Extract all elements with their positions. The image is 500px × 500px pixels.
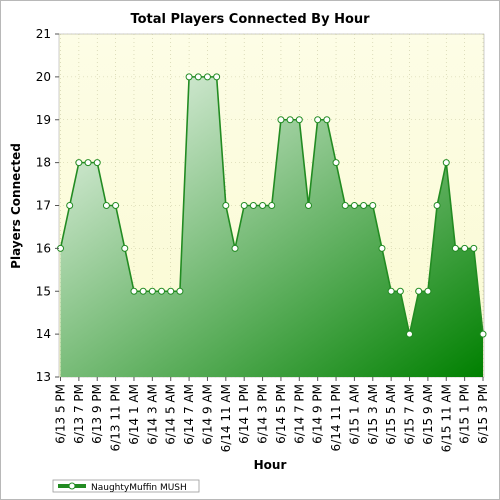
data-point <box>66 202 74 209</box>
y-axis-title: Players Connected <box>9 143 23 269</box>
data-point <box>213 73 221 81</box>
data-point <box>350 202 358 209</box>
data-point <box>75 159 83 167</box>
data-point <box>396 287 404 295</box>
x-tick-label: 6/14 1 AM <box>127 384 141 445</box>
x-tick-label: 6/13 7 PM <box>72 384 86 444</box>
x-tick-label: 6/14 3 AM <box>145 384 159 445</box>
y-tick-label: 15 <box>36 284 51 298</box>
data-point <box>323 116 331 124</box>
x-tick-label: 6/14 1 PM <box>237 384 251 444</box>
data-point <box>185 73 193 81</box>
legend-swatch-marker <box>68 482 76 490</box>
data-point <box>194 73 202 81</box>
legend-box <box>52 479 200 493</box>
y-tick-label: 14 <box>36 327 51 341</box>
data-point <box>148 287 156 295</box>
data-point <box>167 287 175 295</box>
x-tick-label: 6/15 3 PM <box>476 384 490 444</box>
data-point <box>277 116 285 124</box>
x-tick-label: 6/15 1 AM <box>347 384 361 445</box>
data-point <box>369 202 377 209</box>
chart-title: Total Players Connected By Hour <box>130 12 370 27</box>
x-tick-label: 6/14 9 PM <box>311 384 325 444</box>
x-axis-ticks: 6/13 5 PM 6/13 7 PM 6/13 9 PM 6/13 11 PM 6/1… <box>54 377 490 452</box>
x-tick-label: 6/15 1 PM <box>458 384 472 444</box>
data-point <box>176 287 184 295</box>
data-point <box>479 330 487 338</box>
x-tick-label: 6/14 11 AM <box>219 384 233 452</box>
x-tick-label: 6/14 11 PM <box>329 384 343 451</box>
data-point <box>360 202 368 209</box>
data-point <box>139 287 147 295</box>
data-point <box>268 202 276 209</box>
data-point <box>286 116 294 124</box>
x-tick-label: 6/13 9 PM <box>90 384 104 444</box>
y-tick-label: 13 <box>36 370 51 384</box>
data-point <box>451 244 459 252</box>
x-tick-label: 6/15 3 AM <box>366 384 380 445</box>
legend-label: NaughtyMuffin MUSH <box>91 483 187 493</box>
x-tick-label: 6/14 7 PM <box>292 384 306 444</box>
series-area-fill <box>60 76 483 377</box>
y-tick-label: 20 <box>36 70 51 84</box>
data-point <box>295 116 303 124</box>
y-tick-label: 18 <box>36 156 51 170</box>
data-point <box>424 287 432 295</box>
data-point <box>433 202 441 209</box>
series-points <box>57 73 487 338</box>
data-point <box>240 202 248 209</box>
x-axis-title: Hour <box>254 458 287 472</box>
data-point <box>249 202 257 209</box>
data-point <box>341 202 349 209</box>
x-tick-label: 6/14 5 AM <box>164 384 178 445</box>
data-point <box>102 202 110 209</box>
data-point <box>332 159 340 167</box>
y-tick-label: 17 <box>36 199 51 213</box>
y-tick-label: 19 <box>36 113 51 127</box>
data-point <box>93 159 101 167</box>
x-tick-label: 6/14 9 AM <box>201 384 215 445</box>
data-point <box>222 202 230 209</box>
y-tick-label: 16 <box>36 241 51 255</box>
x-tick-label: 6/13 5 PM <box>54 384 68 444</box>
x-tick-label: 6/14 3 PM <box>256 384 270 444</box>
data-point <box>415 287 423 295</box>
data-point <box>304 202 312 209</box>
data-point <box>121 244 129 252</box>
y-axis-ticks: 13 14 15 16 17 18 19 20 21 <box>36 27 59 384</box>
x-tick-label: 6/15 7 AM <box>403 384 417 445</box>
data-point <box>203 73 211 81</box>
data-point <box>130 287 138 295</box>
data-point <box>442 159 450 167</box>
x-tick-label: 6/15 11 AM <box>439 384 453 452</box>
data-point <box>158 287 166 295</box>
data-point <box>112 202 120 209</box>
data-point <box>387 287 395 295</box>
data-point <box>231 244 239 252</box>
y-tick-label: 21 <box>36 27 51 41</box>
data-point <box>461 244 469 252</box>
x-tick-label: 6/13 11 PM <box>109 384 123 451</box>
data-point <box>378 244 386 252</box>
legend: NaughtyMuffin MUSH <box>52 479 200 493</box>
data-point <box>259 202 267 209</box>
x-tick-label: 6/15 5 AM <box>384 384 398 445</box>
data-point <box>84 159 92 167</box>
x-tick-label: 6/14 7 AM <box>182 384 196 445</box>
data-point <box>406 330 414 338</box>
data-point <box>314 116 322 124</box>
x-tick-label: 6/15 9 AM <box>421 384 435 445</box>
data-point <box>470 244 478 252</box>
x-tick-label: 6/14 5 PM <box>274 384 288 444</box>
